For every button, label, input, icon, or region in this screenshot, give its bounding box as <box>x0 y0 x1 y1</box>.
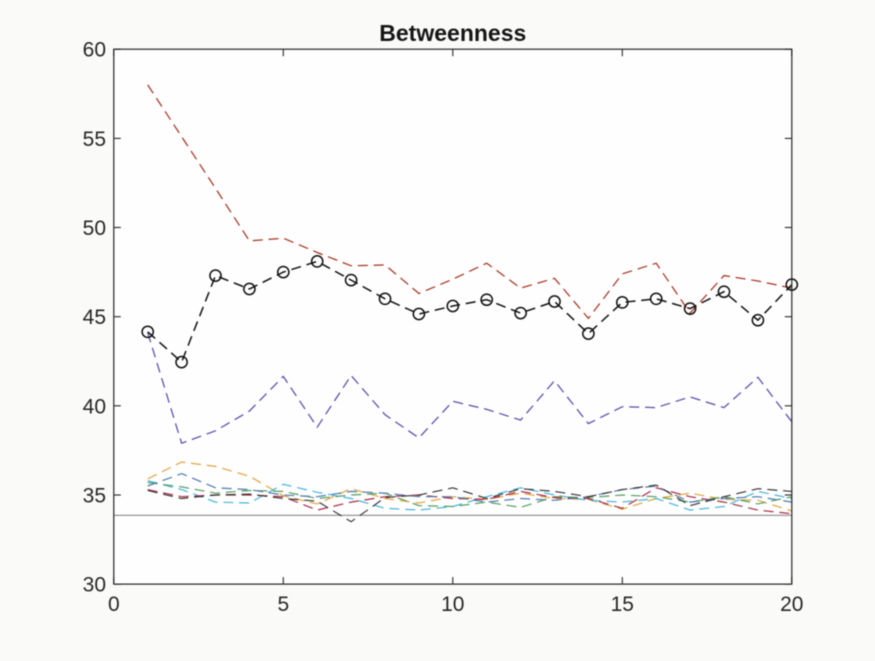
svg-text:40: 40 <box>83 395 106 418</box>
svg-text:15: 15 <box>611 593 634 616</box>
svg-text:20: 20 <box>780 593 803 616</box>
svg-text:55: 55 <box>83 128 106 151</box>
svg-text:5: 5 <box>277 593 289 616</box>
svg-text:45: 45 <box>83 306 106 329</box>
svg-text:30: 30 <box>83 574 106 597</box>
svg-text:Betweenness: Betweenness <box>379 20 526 46</box>
svg-text:10: 10 <box>441 593 464 616</box>
svg-text:50: 50 <box>83 217 106 240</box>
svg-text:0: 0 <box>108 593 120 616</box>
svg-text:35: 35 <box>83 485 106 508</box>
svg-text:60: 60 <box>83 39 106 62</box>
